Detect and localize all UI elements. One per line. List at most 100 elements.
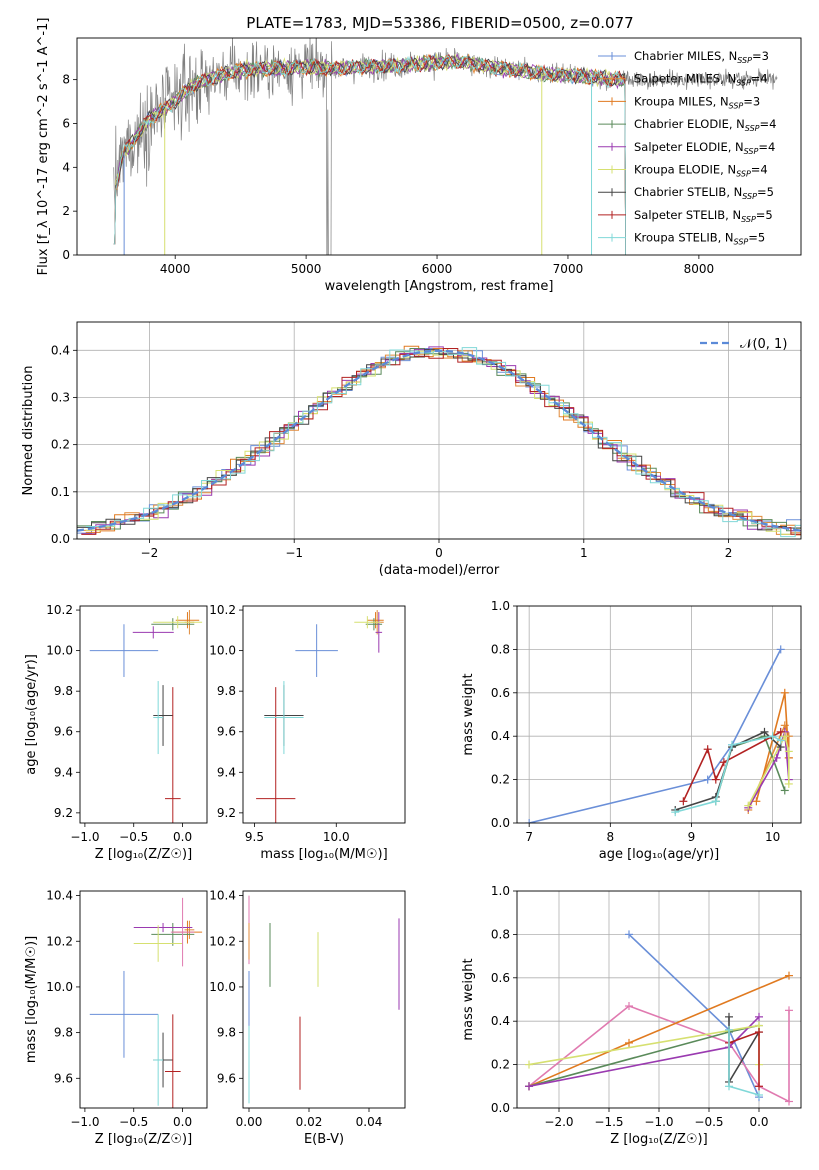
y-axis-label: mass [log₁₀(M/M☉)]	[24, 936, 39, 1063]
x-tick-label: 0.0	[173, 1115, 192, 1129]
legend-label: Chabrier ELODIE, NSSP=4	[634, 117, 776, 133]
data-point	[295, 624, 338, 677]
y-tick-label: 9.6	[54, 1071, 73, 1085]
legend-label: Salpeter STELIB, NSSP=5	[634, 208, 773, 224]
y-tick-label: 9.6	[217, 1071, 236, 1085]
data-point	[89, 970, 159, 1058]
y-tick-label: 1.0	[491, 884, 510, 898]
y-tick-label: 9.8	[54, 684, 73, 698]
y-tick-label: 10.2	[209, 934, 236, 948]
histogram-4	[81, 346, 801, 535]
series-line	[747, 734, 790, 806]
panel-residual-histogram: −2 −1 0 1 2 0.0 0.1 0.2 0.3 0.4 (data-model)/error…	[21, 321, 802, 578]
y-tick-label: 9.6	[217, 725, 236, 739]
series-4	[525, 1012, 763, 1091]
y-tick-label: 0.4	[491, 729, 510, 743]
data-point	[89, 624, 159, 677]
x-axis-label: Z [log₁₀(Z/Z☉)]	[95, 1132, 192, 1147]
data-point	[153, 685, 173, 746]
data-point	[151, 618, 195, 631]
data-point	[133, 922, 193, 933]
x-axis-label: age [log₁₀(age/yr)]	[599, 847, 720, 862]
series-5	[744, 732, 793, 810]
x-tick-label: −2	[141, 546, 159, 560]
data-point	[367, 612, 384, 629]
y-tick-label: 0.4	[491, 1014, 510, 1028]
legend-label: Kroupa ELODIE, NSSP=4	[634, 163, 768, 179]
x-tick-label: 10.0	[323, 830, 350, 844]
axes-frame	[79, 605, 208, 824]
series-line	[747, 731, 790, 809]
data-point	[153, 1014, 164, 1106]
x-tick-label: 6000	[422, 262, 453, 276]
data-point	[365, 618, 383, 631]
plot-area	[248, 895, 400, 1104]
plot-area	[256, 610, 384, 823]
y-tick-label: 9.6	[54, 725, 73, 739]
y-tick-label: 9.4	[217, 765, 236, 779]
data-point	[175, 612, 200, 629]
y-tick-label: 0.4	[51, 343, 70, 357]
y-tick-label: 9.8	[54, 1026, 73, 1040]
x-tick-label: 7000	[553, 262, 584, 276]
normal-reference-curve	[77, 349, 801, 532]
plot-area	[517, 891, 801, 1108]
axes-frame	[516, 605, 802, 824]
y-tick-label: 0.2	[491, 1058, 510, 1072]
series-6	[671, 727, 785, 814]
y-tick-label: 10.2	[46, 603, 73, 617]
y-tick-label: 10.4	[46, 889, 73, 903]
series-8	[671, 732, 785, 817]
x-tick-label: 0.00	[236, 1115, 263, 1129]
x-axis-label: wavelength [Angstrom, rest frame]	[325, 279, 554, 294]
panels: 4000 5000 6000 7000 8000 0 2 4 6 8 wavelength [Ang…	[21, 18, 802, 1147]
x-tick-label: −1.0	[644, 1115, 673, 1129]
x-tick-label: 0.0	[749, 1115, 768, 1129]
plot-area	[113, 38, 778, 255]
series-line	[528, 1005, 790, 1103]
y-tick-label: 10.0	[209, 980, 236, 994]
y-tick-label: 0.0	[51, 532, 70, 546]
x-tick-label: −1.0	[70, 1115, 99, 1129]
y-tick-label: 10.4	[209, 889, 236, 903]
model-spectrum-4	[113, 53, 626, 255]
x-axis-label: Z [log₁₀(Z/Z☉)]	[95, 847, 192, 862]
y-tick-label: 0.3	[51, 390, 70, 404]
data-point	[375, 612, 383, 653]
x-tick-label: −1	[285, 546, 303, 560]
y-tick-label: 10.2	[209, 603, 236, 617]
x-tick-label: 8	[606, 830, 614, 844]
data-point	[153, 616, 203, 629]
y-tick-label: 0.8	[491, 927, 510, 941]
data-point	[256, 687, 296, 823]
y-tick-label: 6	[62, 116, 70, 130]
y-tick-label: 10.0	[46, 980, 73, 994]
panel-mass-vs-EBV: 0.00 0.02 0.04 9.6 9.8 10.0 10.2 10.4 E(B-V)	[209, 889, 406, 1147]
y-tick-label: 0.8	[491, 642, 510, 656]
y-tick-label: 9.8	[217, 1026, 236, 1040]
axes-frame	[242, 890, 406, 1109]
y-axis-label: age [log₁₀(age/yr)]	[24, 654, 39, 775]
x-tick-label: 4000	[160, 262, 191, 276]
y-tick-label: 0.0	[491, 1101, 510, 1115]
x-tick-label: 0.02	[296, 1115, 323, 1129]
x-tick-label: 7	[525, 830, 533, 844]
y-axis-label: Flux [f_λ 10^-17 erg cm^-2 s^-1 A^-1]	[36, 18, 51, 276]
y-tick-label: 0.0	[491, 816, 510, 830]
axes-frame	[242, 605, 406, 824]
legend-label: Salpeter MILES, NSSP=4	[634, 72, 768, 88]
data-point	[132, 626, 174, 639]
legend-label: Salpeter ELODIE, NSSP=4	[634, 140, 775, 156]
x-tick-label: 5000	[291, 262, 322, 276]
plot-area	[89, 897, 203, 1108]
x-axis-label: mass [log₁₀(M/M☉)]	[260, 847, 387, 862]
histogram-2	[85, 345, 801, 536]
legend-label: Kroupa MILES, NSSP=3	[634, 94, 760, 110]
y-tick-label: 1.0	[491, 599, 510, 613]
y-tick-label: 0.1	[51, 485, 70, 499]
x-tick-label: −1.5	[594, 1115, 623, 1129]
series-8	[725, 1025, 763, 1099]
axes-frame	[76, 37, 802, 256]
y-axis-label: mass weight	[461, 958, 476, 1040]
